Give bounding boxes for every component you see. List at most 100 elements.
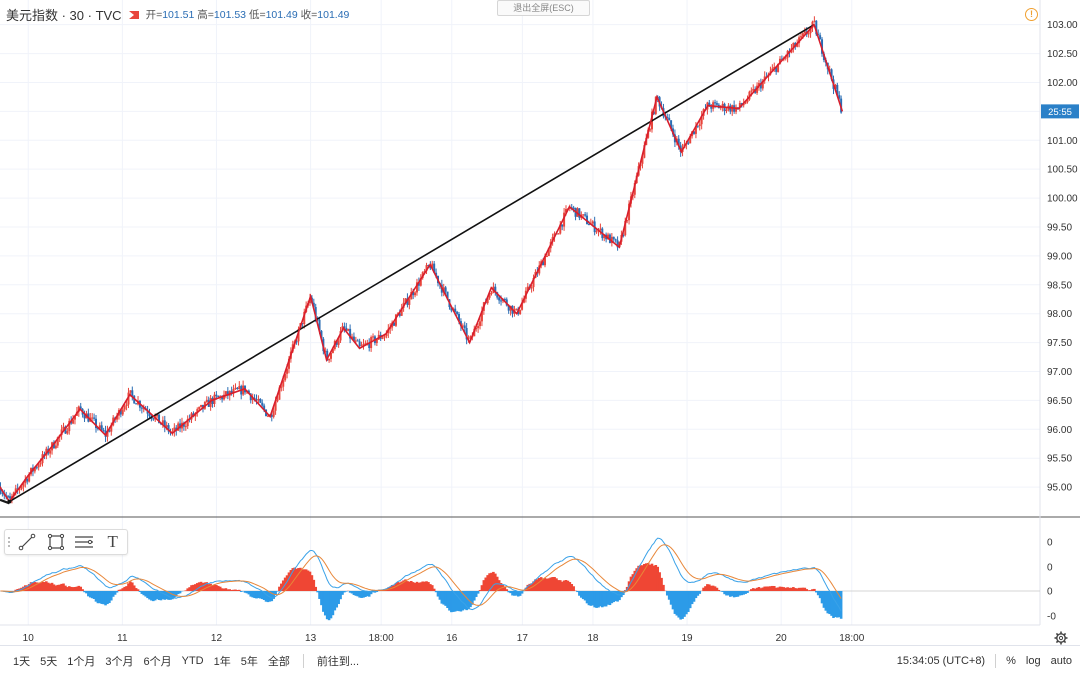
macd-histogram-bar xyxy=(341,591,344,595)
candle-body xyxy=(18,488,21,490)
range-button[interactable]: 5天 xyxy=(40,655,58,668)
candle-body xyxy=(232,388,235,394)
candle-body xyxy=(205,399,208,402)
x-tick-label: 17 xyxy=(517,633,529,644)
text-icon[interactable]: T xyxy=(107,532,118,551)
macd-histogram-bar xyxy=(430,585,434,591)
drag-handle[interactable] xyxy=(5,530,13,554)
macd-histogram-bar xyxy=(805,589,809,591)
macd-histogram-bar xyxy=(635,568,638,591)
y-tick-label: 99.00 xyxy=(1047,251,1072,262)
zigzag-line xyxy=(0,23,844,503)
macd-histogram-bar xyxy=(656,566,660,591)
range-button[interactable]: 1个月 xyxy=(67,655,96,668)
rectangle-icon[interactable] xyxy=(41,530,70,554)
macd-histogram-bar xyxy=(769,586,772,591)
macd-histogram-bar xyxy=(302,569,306,591)
macd-histogram-bar xyxy=(665,591,669,596)
macd-histogram-bar xyxy=(50,582,54,591)
macd-histogram-bar xyxy=(400,581,403,591)
macd-histogram-bar xyxy=(434,591,438,593)
macd-histogram-bar xyxy=(442,591,446,605)
pivot-point xyxy=(7,499,12,504)
macd-histogram-bar xyxy=(702,587,705,591)
candle-body xyxy=(234,387,237,389)
macd-histogram-bar xyxy=(453,591,457,612)
candle-body xyxy=(161,420,164,424)
range-button[interactable]: 5年 xyxy=(240,655,258,668)
candle-body xyxy=(649,129,652,131)
range-button[interactable]: 全部 xyxy=(267,655,290,668)
macd-histogram-bar xyxy=(109,591,113,601)
candle-body xyxy=(477,325,480,329)
range-button[interactable]: 1天 xyxy=(13,655,31,668)
candle-body xyxy=(215,394,218,396)
fib-retracement-icon[interactable] xyxy=(70,530,99,554)
settings-gear-icon[interactable] xyxy=(1054,631,1068,650)
candle-body xyxy=(543,256,546,266)
range-button[interactable]: YTD xyxy=(181,654,204,667)
symbol-title[interactable]: 美元指数 · 30 · TVC xyxy=(6,8,122,23)
macd-histogram-bar xyxy=(209,583,212,591)
macd-histogram-bar xyxy=(310,575,314,591)
candle-body xyxy=(320,330,323,339)
range-button[interactable]: 6个月 xyxy=(143,655,172,668)
trend-line-icon[interactable] xyxy=(13,530,42,554)
macd-histogram-bar xyxy=(612,591,616,603)
candle-body xyxy=(641,157,644,164)
auto-toggle[interactable]: auto xyxy=(1050,654,1072,667)
macd-histogram-bar xyxy=(226,589,230,591)
macd-histogram-bar xyxy=(138,591,142,592)
macd-histogram-bar xyxy=(215,584,218,591)
macd-histogram-bar xyxy=(186,588,190,591)
y-tick-label: 100.50 xyxy=(1047,165,1078,176)
x-tick-label: 20 xyxy=(776,633,788,644)
exit-fullscreen-button[interactable]: 退出全屏(ESC) xyxy=(497,0,590,16)
macd-histogram-bar xyxy=(492,571,495,591)
candle-body xyxy=(282,380,285,387)
candle-body xyxy=(173,427,176,432)
candle-body xyxy=(119,410,122,415)
macd-histogram-bar xyxy=(419,582,423,591)
macd-histogram-bar xyxy=(751,588,755,591)
range-button[interactable]: 3个月 xyxy=(105,655,134,668)
candle-body xyxy=(127,392,130,405)
macd-histogram-bar xyxy=(425,581,428,591)
macd-histogram-bar xyxy=(67,586,71,591)
candle-body xyxy=(196,409,199,414)
clock[interactable]: 15:34:05 (UTC+8) xyxy=(896,654,986,667)
macd-histogram-bar xyxy=(83,591,86,593)
candle-body xyxy=(328,358,331,361)
macd-histogram-bar xyxy=(686,591,690,612)
candle-body xyxy=(354,340,357,342)
macd-histogram-bar xyxy=(643,563,646,591)
candle-body xyxy=(830,69,833,80)
macd-histogram-bar xyxy=(572,586,575,591)
macd-histogram-bar xyxy=(549,577,553,591)
candle-body xyxy=(698,124,701,127)
candle-body xyxy=(177,423,180,431)
log-toggle[interactable]: log xyxy=(1025,654,1041,667)
macd-histogram-bar xyxy=(369,591,373,595)
macd-histogram-bar xyxy=(727,591,730,596)
range-button[interactable]: 1年 xyxy=(213,655,231,668)
price-chart[interactable]: 95.00 95.50 96.00 96.50 97.00 97.50 98.00 98.50… xyxy=(0,0,1080,645)
macd-histogram-bar xyxy=(704,586,707,591)
macd-histogram-bar xyxy=(87,591,90,597)
macd-histogram-bar xyxy=(354,591,358,596)
macd-histogram-bar xyxy=(497,580,501,591)
macd-histogram-bar xyxy=(505,589,509,591)
chart-area[interactable]: 95.00 95.50 96.00 96.50 97.00 97.50 98.00 98.50… xyxy=(0,0,1080,645)
macd-histogram-bar xyxy=(432,588,436,591)
macd-histogram-bar xyxy=(797,587,801,591)
warning-icon[interactable]: ! xyxy=(1025,8,1038,21)
symbol-legend: 美元指数 · 30 · TVC 开=101.51 高=101.53 低=101.… xyxy=(6,5,349,24)
candle-body xyxy=(200,404,203,407)
candle-body xyxy=(559,224,562,234)
percent-toggle[interactable]: % xyxy=(1006,654,1016,667)
goto-date-button[interactable]: 前往到... xyxy=(316,655,360,668)
macd-histogram-bar xyxy=(436,591,440,597)
macd-histogram-bar xyxy=(339,591,342,600)
macd-histogram-bar xyxy=(667,591,671,600)
macd-histogram-bar xyxy=(581,591,585,600)
